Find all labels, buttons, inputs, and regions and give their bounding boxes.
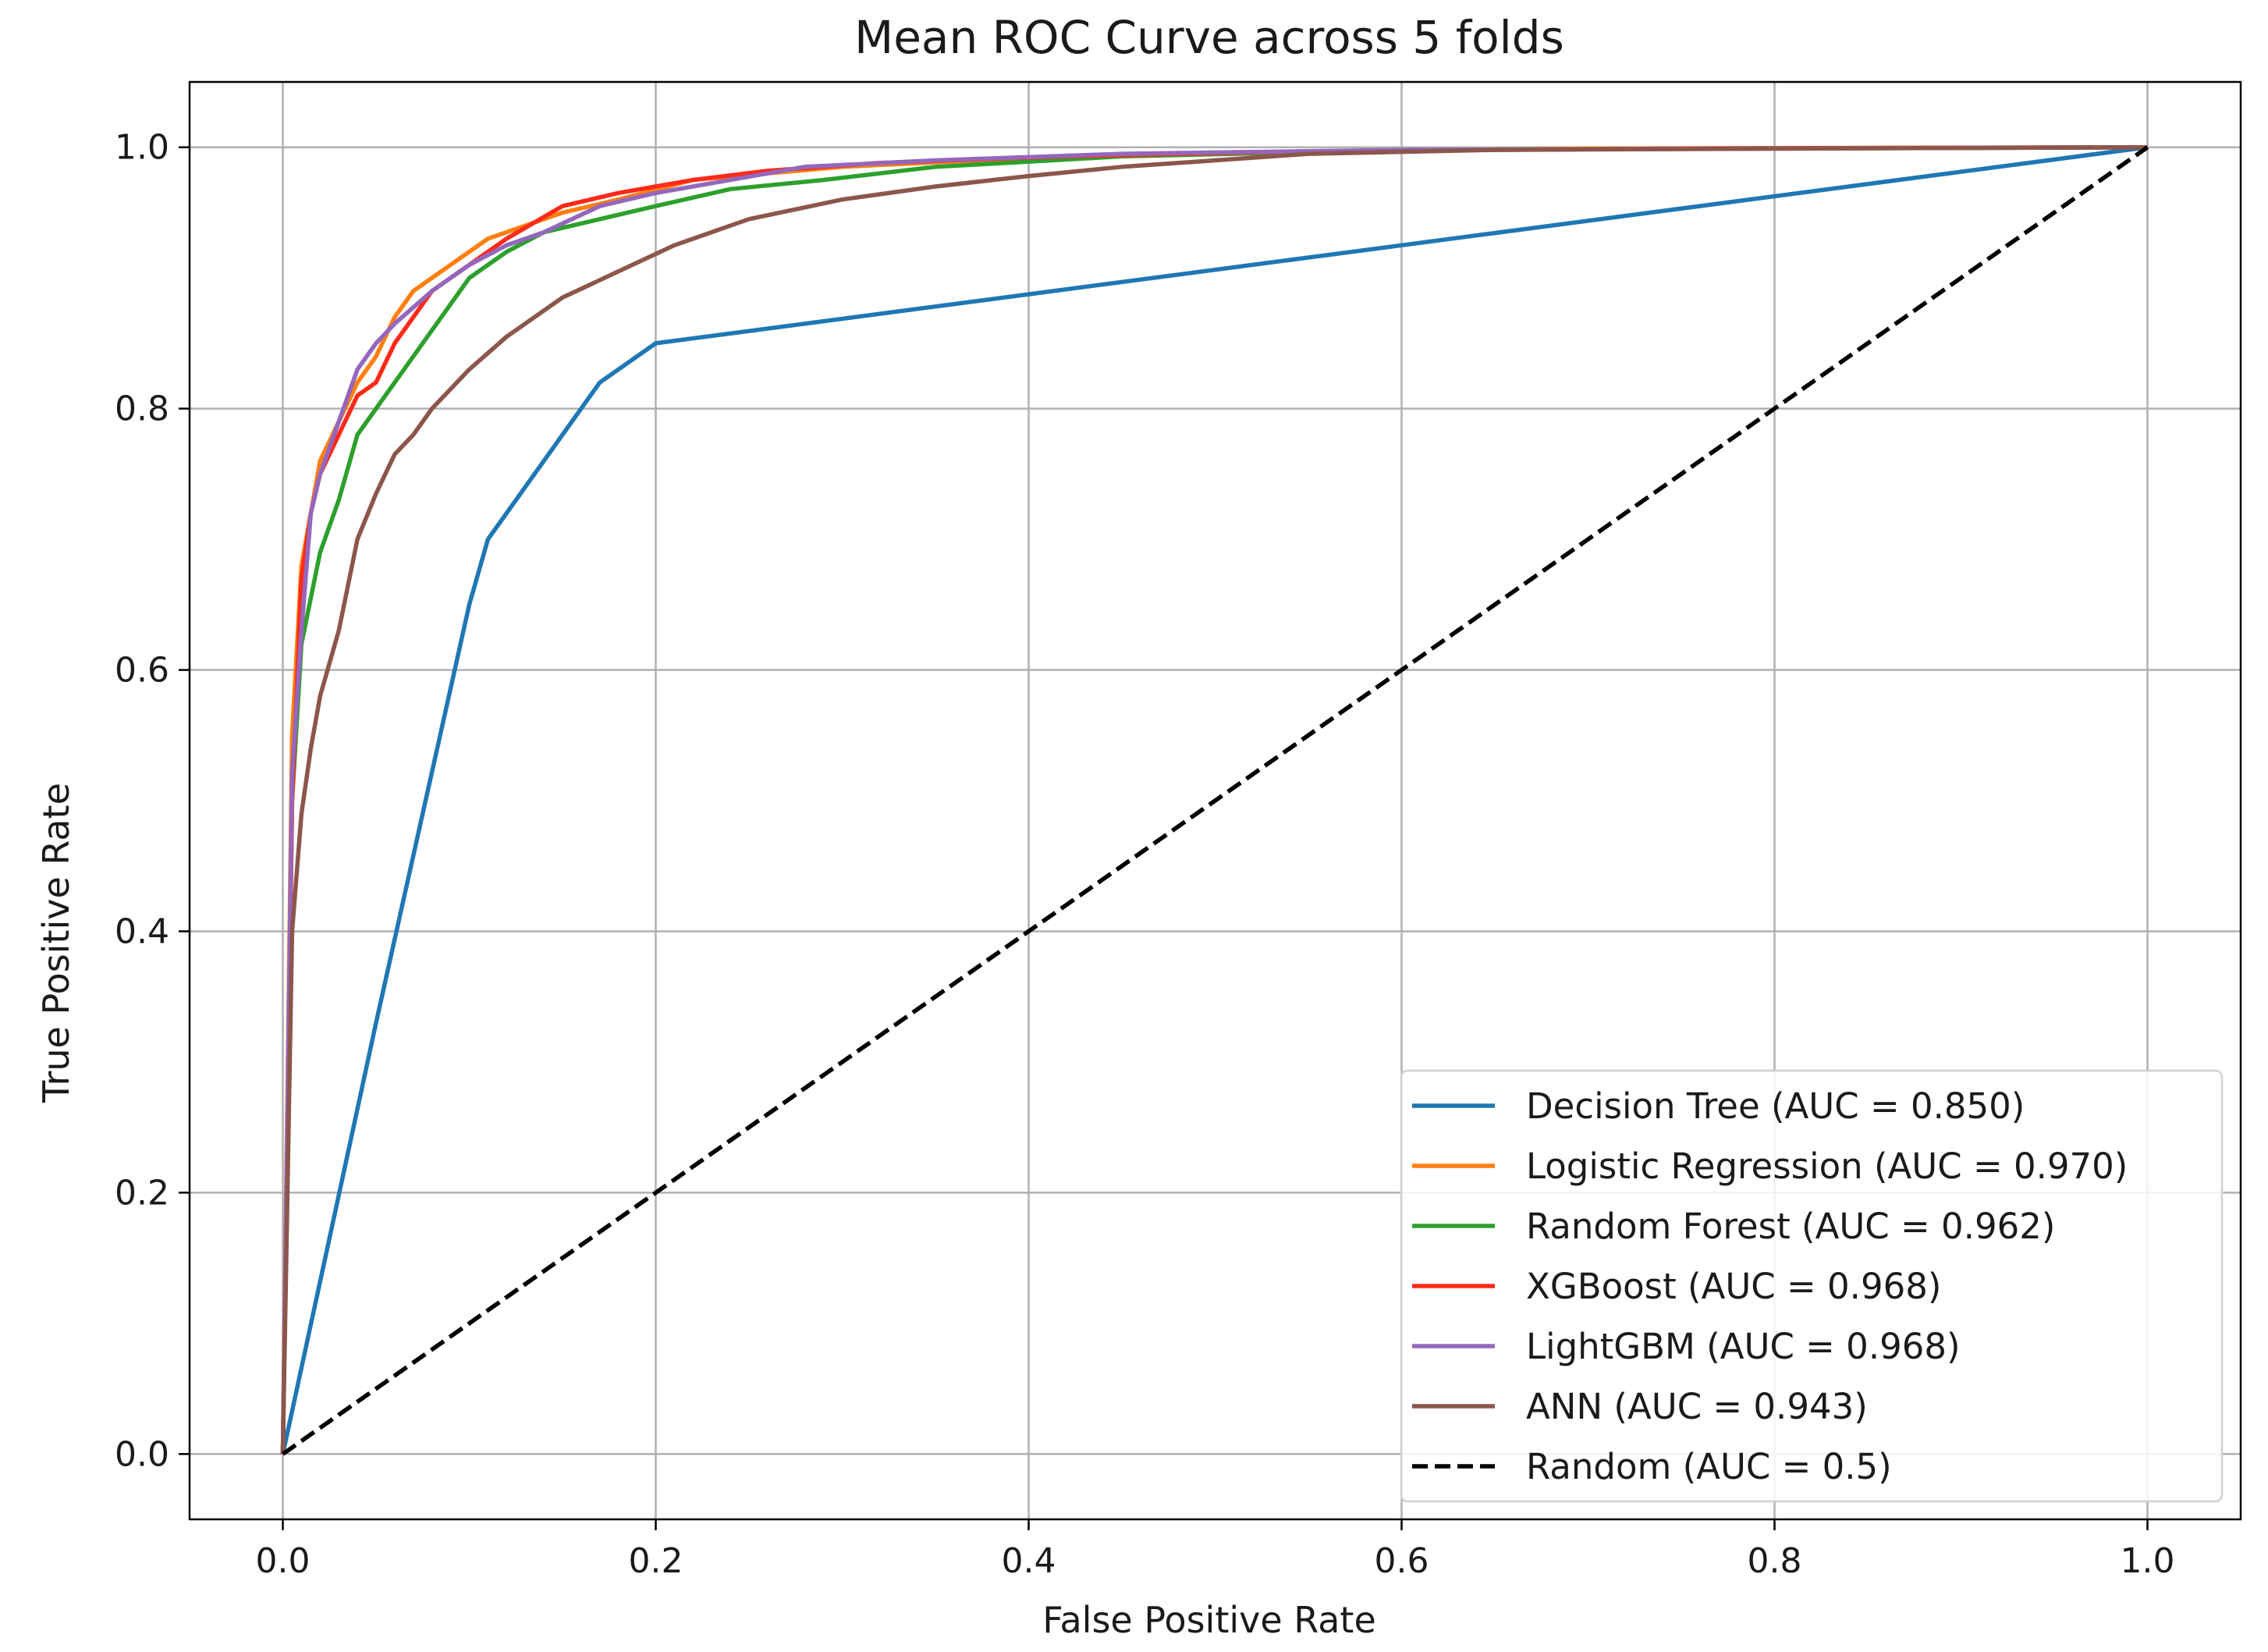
x-tick-label: 1.0 <box>2121 1541 2175 1581</box>
chart-title: Mean ROC Curve across 5 folds <box>854 11 1564 64</box>
series-line-lightgbm <box>280 144 2148 1455</box>
series-line-decision-tree <box>280 144 2148 1455</box>
legend-label: ANN (AUC = 0.943) <box>1526 1386 1868 1427</box>
x-tick-label: 0.8 <box>1748 1541 1802 1581</box>
x-tick-label: 0.2 <box>629 1541 683 1581</box>
legend-label: Logistic Regression (AUC = 0.970) <box>1526 1146 2128 1187</box>
series-lines <box>280 144 2149 1456</box>
x-tick-label: 0.4 <box>1002 1541 1056 1581</box>
legend-label: LightGBM (AUC = 0.968) <box>1526 1326 1961 1367</box>
legend: Decision Tree (AUC = 0.850) Logistic Regr… <box>1400 1069 2224 1503</box>
y-axis-label: True Positive Rate <box>35 783 77 1103</box>
y-tick-label: 0.0 <box>115 1434 169 1474</box>
legend-label: XGBoost (AUC = 0.968) <box>1526 1266 1941 1307</box>
legend-label: Decision Tree (AUC = 0.850) <box>1526 1085 2025 1127</box>
x-axis-label: False Positive Rate <box>1042 1599 1376 1641</box>
y-tick-label: 0.4 <box>115 911 169 951</box>
series-line-random-forest <box>280 144 2148 1455</box>
x-tick-label: 0.6 <box>1375 1541 1429 1581</box>
y-tick-label: 0.8 <box>115 389 169 429</box>
legend-label: Random (AUC = 0.5) <box>1526 1446 1892 1487</box>
y-tick-label: 0.2 <box>115 1173 169 1213</box>
series-line-random <box>281 145 2149 1456</box>
y-tick-label: 0.6 <box>115 651 169 691</box>
legend-label: Random Forest (AUC = 0.962) <box>1526 1206 2055 1247</box>
plot-frame <box>188 80 2242 1521</box>
series-line-ann <box>280 144 2148 1455</box>
x-tick-label: 0.0 <box>256 1541 311 1581</box>
grid-lines <box>190 82 2241 1519</box>
legend-box <box>1400 1069 2224 1503</box>
y-tick-label: 1.0 <box>115 128 169 168</box>
axis-ticks: 0.0 0.2 0.4 0.6 0.8 1.0 0.0 0.2 0.4 0.6 0.8 1.0 <box>115 128 2174 1581</box>
